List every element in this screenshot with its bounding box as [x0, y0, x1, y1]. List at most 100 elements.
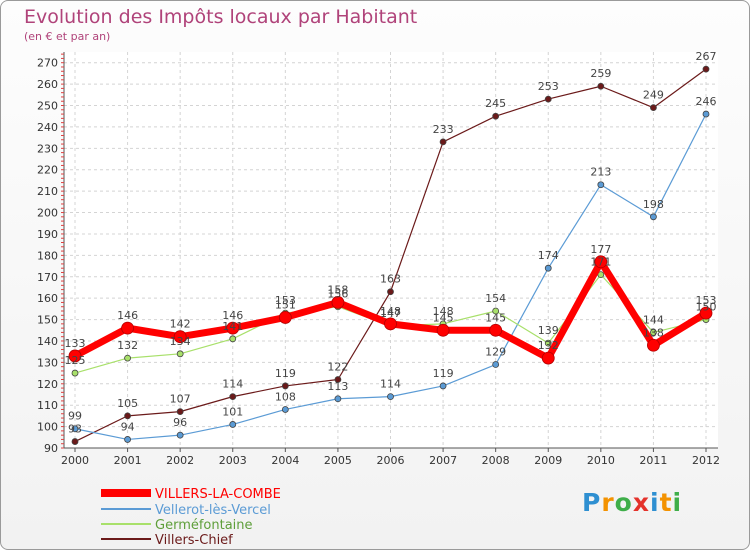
x-tick-label: 2012 [692, 454, 720, 467]
y-tick-label: 150 [37, 314, 58, 327]
data-label: 132 [538, 339, 559, 352]
data-point [544, 339, 552, 347]
data-label: 132 [117, 339, 138, 352]
y-tick-label: 90 [44, 442, 58, 455]
x-tick-label: 2004 [271, 454, 299, 467]
data-label: 198 [643, 198, 664, 211]
data-label: 151 [275, 298, 296, 311]
data-label: 259 [590, 67, 611, 80]
data-point [124, 354, 131, 362]
data-point [650, 104, 657, 112]
data-label: 113 [327, 380, 348, 393]
data-label: 158 [327, 283, 348, 296]
y-tick-label: 160 [37, 292, 58, 305]
data-label: 145 [433, 311, 454, 324]
grid [64, 52, 718, 449]
data-label: 253 [538, 80, 559, 93]
data-point [594, 255, 608, 269]
data-label: 145 [485, 311, 506, 324]
data-point [702, 65, 710, 73]
chart-subtitle: (en € et par an) [24, 30, 111, 43]
data-label: 99 [68, 410, 82, 423]
data-label: 246 [696, 95, 717, 108]
data-label: 148 [433, 305, 454, 318]
data-point [176, 431, 184, 439]
data-label: 153 [275, 294, 296, 307]
data-label: 163 [380, 273, 401, 286]
data-label: 233 [433, 123, 454, 136]
data-point [229, 335, 237, 343]
data-point [71, 369, 79, 377]
data-label: 134 [170, 335, 191, 348]
data-point [597, 271, 605, 279]
data-label: 139 [538, 324, 559, 337]
data-point [650, 329, 657, 336]
data-point [544, 264, 552, 272]
data-label: 150 [696, 301, 717, 314]
data-label: 144 [643, 313, 664, 326]
y-axis: 90 100 110 120 130 140 150 160 170 180 190 200 210 22… [37, 52, 65, 455]
data-label: 142 [170, 318, 191, 331]
chart-title: Evolution des Impôts locaux par Habitant [24, 6, 418, 28]
data-point [489, 323, 503, 337]
data-point [597, 82, 605, 90]
y-tick-label: 260 [37, 78, 58, 91]
x-tick-label: 2009 [534, 454, 562, 467]
data-label: 147 [380, 307, 401, 320]
y-tick-label: 210 [37, 185, 58, 198]
legend-label: Villers-Chief [155, 533, 233, 548]
data-label: 96 [173, 416, 187, 429]
data-label: 146 [117, 309, 138, 322]
data-label: 122 [327, 361, 348, 374]
y-tick-label: 170 [37, 271, 58, 284]
x-tick-label: 2010 [587, 454, 615, 467]
data-point [281, 406, 289, 413]
data-point [541, 351, 555, 365]
data-label: 156 [327, 288, 348, 301]
data-point [544, 95, 552, 103]
data-label: 154 [485, 292, 506, 305]
x-tick-label: 2001 [114, 454, 142, 467]
x-tick-label: 2006 [377, 454, 405, 467]
y-tick-label: 130 [37, 356, 58, 369]
data-point [176, 408, 184, 416]
x-tick-label: 2000 [61, 454, 89, 467]
data-point [331, 296, 345, 309]
data-point [173, 330, 187, 344]
data-point [121, 321, 134, 335]
data-label: 107 [170, 393, 191, 406]
data-label: 93 [68, 423, 82, 436]
legend-label: VILLERS-LA-COMBE [155, 487, 281, 502]
data-point [597, 181, 605, 189]
data-label: 245 [485, 97, 506, 110]
y-tick-label: 240 [37, 121, 58, 134]
data-point [278, 311, 292, 324]
series-lines [68, 65, 713, 445]
data-point [387, 393, 394, 401]
x-tick-label: 2003 [219, 454, 247, 467]
data-point [699, 306, 713, 320]
data-label: 153 [696, 294, 717, 307]
data-label: 119 [275, 367, 296, 380]
data-point [334, 395, 342, 403]
x-tick-label: 2011 [639, 454, 667, 467]
y-tick-label: 270 [37, 57, 58, 70]
data-point [439, 138, 447, 146]
data-point [492, 307, 500, 315]
data-label: 125 [65, 354, 86, 367]
data-point [71, 438, 79, 445]
y-tick-label: 220 [37, 164, 58, 177]
y-tick-label: 190 [37, 228, 58, 241]
y-tick-label: 250 [37, 100, 58, 113]
y-tick-label: 120 [37, 378, 58, 391]
data-label: 108 [275, 390, 296, 403]
x-axis: 2000 2001 2002 2003 2004 2005 2006 2007 2008 2009… [61, 447, 720, 467]
legend-label: Germéfontaine [155, 518, 253, 533]
data-point [702, 110, 710, 118]
y-tick-label: 230 [37, 142, 58, 155]
legend: VILLERS-LA-COMBEVellerot-lès-VercelGermé… [101, 487, 281, 548]
legend-label: Vellerot-lès-Vercel [155, 503, 271, 518]
data-label: 249 [643, 89, 664, 102]
data-label: 177 [590, 243, 611, 256]
